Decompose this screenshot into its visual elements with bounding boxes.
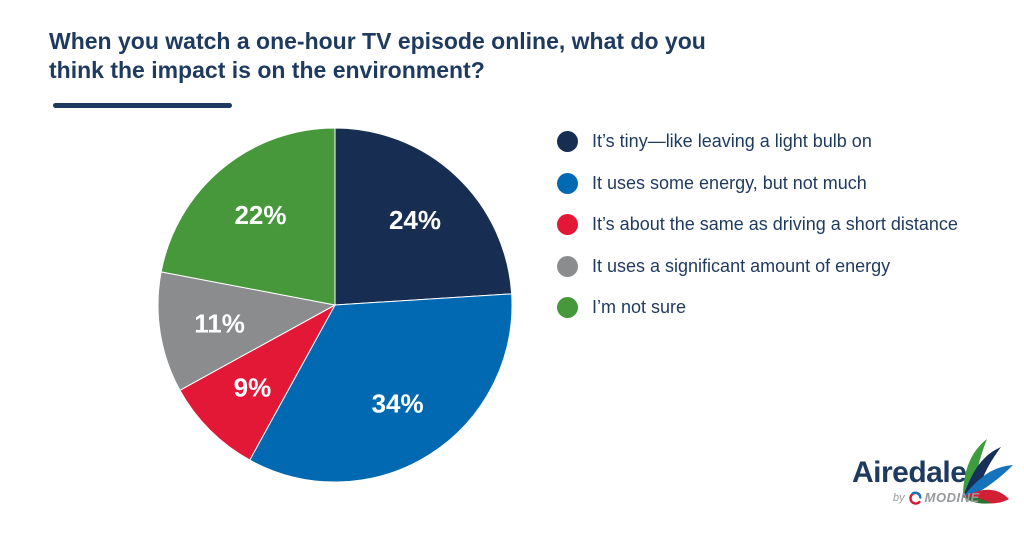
legend-swatch-icon xyxy=(557,172,578,194)
legend: It’s tiny—like leaving a light bulb on It… xyxy=(557,131,958,319)
airedale-swoosh-icon xyxy=(963,439,1013,504)
modine-swirl-icon xyxy=(908,491,922,505)
title-underline-rule xyxy=(53,103,232,108)
modine-byline: by MODINE xyxy=(893,490,980,505)
modine-wordmark: MODINE xyxy=(924,490,980,505)
airedale-wordmark: Airedale xyxy=(852,456,967,489)
legend-swatch-icon xyxy=(557,131,578,152)
legend-label: It’s tiny—like leaving a light bulb on xyxy=(592,131,872,151)
pie-slice-value-label-5: 22% xyxy=(234,200,286,230)
airedale-logo: Airedale by MODINE xyxy=(845,438,1020,520)
legend-swatch-icon xyxy=(557,297,578,319)
legend-label: It uses some energy, but not much xyxy=(592,172,867,193)
legend-swatch-icon xyxy=(557,255,578,277)
pie-chart: 24% 34% 9% 11% 22% xyxy=(157,127,513,483)
chart-title: When you watch a one-hour TV episode onl… xyxy=(49,27,749,85)
legend-label: It uses a significant amount of energy xyxy=(592,255,891,276)
pie-slice-value-label-2: 34% xyxy=(372,389,424,419)
chart-title-line-1: When you watch a one-hour TV episode onl… xyxy=(49,28,706,54)
pie-slice-value-label-3: 9% xyxy=(234,373,272,403)
legend-item-5: I’m not sure xyxy=(557,297,958,319)
legend-item-4: It uses a significant amount of energy xyxy=(557,255,958,277)
byline-by-text: by xyxy=(893,491,905,504)
legend-item-3: It’s about the same as driving a short d… xyxy=(557,214,958,236)
pie-slice-value-label-1: 24% xyxy=(389,205,441,235)
pie-slice-4 xyxy=(157,271,337,391)
pie-slice-1 xyxy=(334,127,513,306)
pie-slice-5 xyxy=(160,127,336,306)
legend-item-1: It’s tiny—like leaving a light bulb on xyxy=(557,131,958,152)
chart-title-line-2: think the impact is on the environment? xyxy=(49,57,485,83)
legend-label: It’s about the same as driving a short d… xyxy=(592,214,958,235)
legend-label: I’m not sure xyxy=(592,297,687,318)
legend-swatch-icon xyxy=(557,214,578,236)
pie-slice-value-label-4: 11% xyxy=(194,308,245,338)
pie-slice-3 xyxy=(179,303,337,461)
legend-item-2: It uses some energy, but not much xyxy=(557,172,958,194)
